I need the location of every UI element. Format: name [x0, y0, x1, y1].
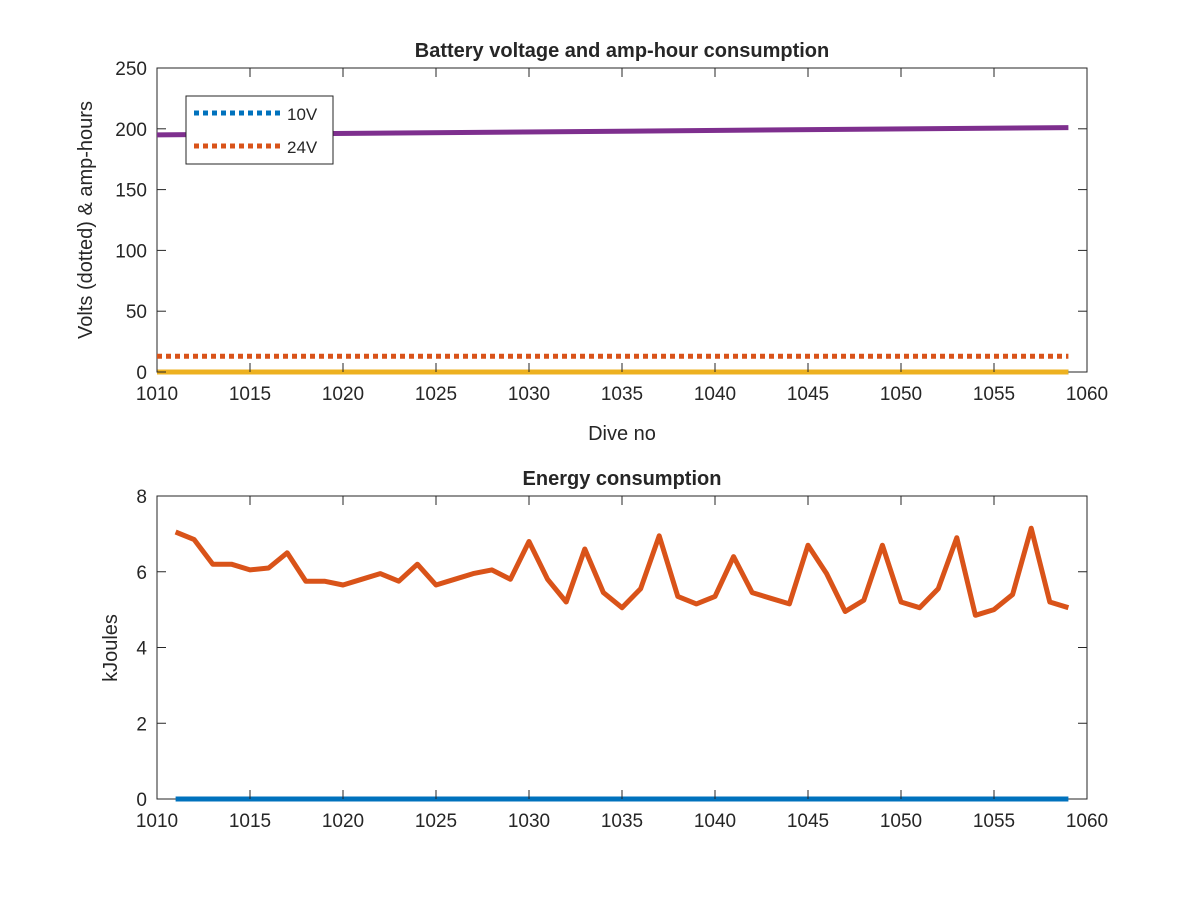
top-axes: 1010 1015 1020 1025 1030 1035 1040 1045 1050 1055… — [75, 40, 1108, 445]
top-y-tick-label: 50 — [126, 302, 147, 323]
bottom-axes: 1010 1015 1020 1025 1030 1035 1040 1045 1050 1055… — [100, 468, 1108, 832]
legend-label-24v: 24V — [287, 138, 318, 157]
top-y-tick-label: 250 — [115, 59, 147, 80]
top-x-axis-label: Dive no — [588, 423, 656, 445]
top-x-tick-label: 1035 — [601, 384, 643, 405]
bottom-x-tick-label: 1020 — [322, 811, 364, 832]
bottom-y-tick-label: 8 — [136, 487, 147, 508]
bottom-chart-title: Energy consumption — [523, 468, 722, 490]
bottom-x-tick-label: 1030 — [508, 811, 550, 832]
top-ticks-group: 1010 1015 1020 1025 1030 1035 1040 1045 1050 1055… — [115, 59, 1108, 405]
top-x-tick-label: 1010 — [136, 384, 178, 405]
top-chart-title: Battery voltage and amp-hour consumption — [415, 40, 829, 62]
bottom-x-tick-label: 1010 — [136, 811, 178, 832]
top-x-tick-label: 1060 — [1066, 384, 1108, 405]
bottom-series-line-orange — [174, 525, 1070, 618]
bottom-x-tick-label: 1015 — [229, 811, 271, 832]
bottom-y-axis-label: kJoules — [100, 614, 122, 682]
bottom-ticks-group: 1010 1015 1020 1025 1030 1035 1040 1045 1050 1055… — [136, 487, 1108, 832]
bottom-x-tick-label: 1045 — [787, 811, 829, 832]
bottom-x-tick-label: 1025 — [415, 811, 457, 832]
legend-box — [185, 95, 334, 165]
bottom-y-tick-label: 6 — [136, 563, 147, 584]
bottom-y-tick-label: 2 — [136, 714, 147, 735]
top-y-tick-label: 150 — [115, 181, 147, 202]
top-x-tick-label: 1055 — [973, 384, 1015, 405]
top-x-tick-label: 1020 — [322, 384, 364, 405]
legend: 10V 24V — [185, 95, 334, 165]
bottom-x-tick-label: 1055 — [973, 811, 1015, 832]
top-x-tick-label: 1015 — [229, 384, 271, 405]
top-y-tick-label: 0 — [136, 363, 147, 384]
top-x-tick-label: 1045 — [787, 384, 829, 405]
top-x-tick-label: 1025 — [415, 384, 457, 405]
top-y-tick-label: 200 — [115, 120, 147, 141]
bottom-x-tick-label: 1035 — [601, 811, 643, 832]
top-x-tick-label: 1030 — [508, 384, 550, 405]
bottom-y-tick-label: 4 — [136, 639, 147, 660]
top-x-tick-label: 1040 — [694, 384, 736, 405]
bottom-y-tick-label: 0 — [136, 790, 147, 811]
bottom-x-tick-label: 1050 — [880, 811, 922, 832]
bottom-x-tick-label: 1060 — [1066, 811, 1108, 832]
top-x-tick-label: 1050 — [880, 384, 922, 405]
top-y-tick-label: 100 — [115, 241, 147, 262]
bottom-x-tick-label: 1040 — [694, 811, 736, 832]
legend-label-10v: 10V — [287, 105, 318, 124]
top-y-axis-label: Volts (dotted) & amp-hours — [75, 101, 97, 339]
bottom-axes-box — [156, 495, 1088, 800]
